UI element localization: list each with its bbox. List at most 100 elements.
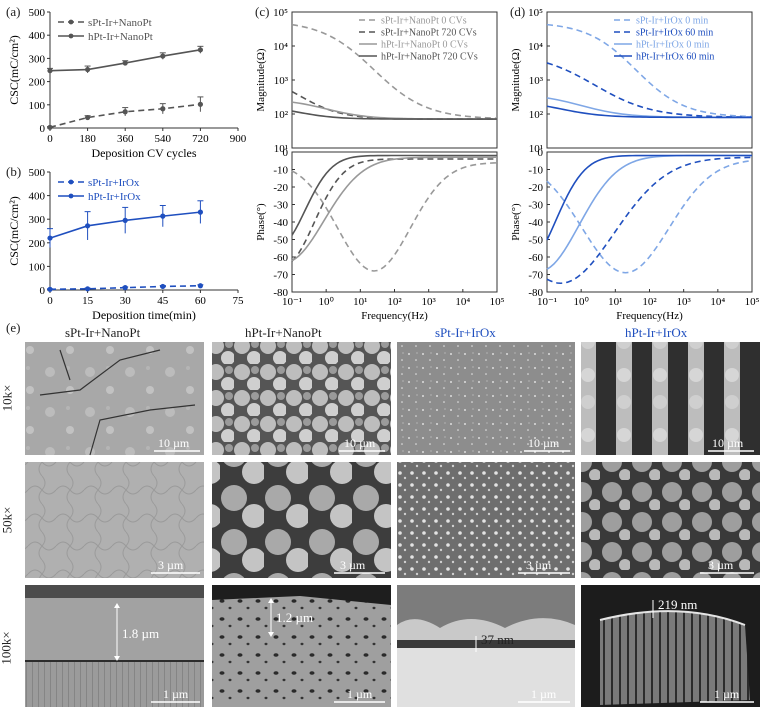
y-tick-label: 300 xyxy=(29,53,46,65)
x-tick-label: 10⁴ xyxy=(455,296,470,308)
legend-label: hPt-Ir+NanoPt 0 CVs xyxy=(381,40,468,51)
y-tick-label: -50 xyxy=(528,235,543,247)
y-tick-label: 10⁴ xyxy=(528,41,543,53)
sem-r1c2 xyxy=(212,342,391,455)
data-point xyxy=(85,114,91,121)
scale-bar-label: 3 µm xyxy=(708,558,734,572)
scale-bar-label: 3 µm xyxy=(526,558,552,572)
panel-label-c: (c) xyxy=(255,4,270,19)
legend-label: sPt-Ir+IrOx 60 min xyxy=(636,28,713,39)
phase-line xyxy=(546,154,753,270)
x-tick-label: 10³ xyxy=(677,296,692,308)
y-axis-label: Magnitude(Ω) xyxy=(255,48,267,111)
y-tick-label: -70 xyxy=(528,270,543,282)
legend-marker xyxy=(68,179,74,185)
legend-label: hPt-Ir+NanoPt xyxy=(88,31,153,43)
series-line xyxy=(49,103,201,129)
y-axis-label: Phase(°) xyxy=(255,203,267,241)
y-tick-label: 10⁵ xyxy=(273,7,288,19)
data-point xyxy=(122,109,128,115)
legend-marker xyxy=(68,193,74,199)
data-point xyxy=(47,68,53,74)
chart-b: 0 15 30 45 60 75 0 100 200 300 400 500 Deposition ti… xyxy=(7,167,244,322)
x-tick-label: 10¹ xyxy=(353,296,367,308)
scale-bar-label: 10 µm xyxy=(344,436,376,450)
x-tick-label: 10⁰ xyxy=(318,296,334,308)
x-tick-label: 720 xyxy=(192,133,209,145)
column-header: hPt-Ir+NanoPt xyxy=(245,325,322,340)
x-axis-label: Deposition time(min) xyxy=(92,308,196,322)
data-point xyxy=(197,209,203,215)
legend-marker xyxy=(68,19,74,25)
y-tick-label: 0 xyxy=(40,285,46,297)
scale-bars xyxy=(151,450,754,703)
x-tick-label: 10⁻¹ xyxy=(282,296,302,308)
sem-r2c4 xyxy=(581,462,760,578)
y-tick-label: 200 xyxy=(29,238,46,250)
y-tick-label: -30 xyxy=(273,200,288,212)
x-tick-label: 10¹ xyxy=(608,296,622,308)
data-point xyxy=(85,286,91,292)
sem-r2c2 xyxy=(212,462,391,578)
chart-d: 10⁻¹ 10⁰ 10¹ 10² 10³ 10⁴ 10⁵ 10¹ 10² 10³ 10⁴ 10⁵ 0 -1… xyxy=(510,7,760,322)
y-tick-label: 400 xyxy=(29,191,46,203)
y-tick-label: 10¹ xyxy=(529,143,543,155)
scale-bar-label: 10 µm xyxy=(528,436,560,450)
phase-line xyxy=(546,159,753,274)
x-tick-label: 10⁵ xyxy=(745,296,760,308)
x-tick-label: 45 xyxy=(157,295,169,307)
data-point xyxy=(197,101,203,107)
legend-label: hPt-Ir+IrOx 0 min xyxy=(636,40,709,51)
phase-line xyxy=(291,158,497,262)
row-label: 10k× xyxy=(0,384,15,412)
data-point xyxy=(47,124,53,130)
y-tick-label: 100 xyxy=(29,261,46,273)
phase-line xyxy=(291,162,498,272)
y-tick-label: 0 xyxy=(283,147,289,159)
row-label: 100k× xyxy=(0,631,14,665)
y-axis-label: Magnitude(Ω) xyxy=(510,48,522,111)
x-tick-label: 0 xyxy=(47,295,53,307)
y-tick-label: -20 xyxy=(273,182,288,194)
magnitude-line xyxy=(291,23,498,119)
legend-label: hPt-Ir+IrOx xyxy=(88,191,141,203)
legend-label: hPt-Ir+NanoPt 720 CVs xyxy=(381,52,478,63)
y-tick-label: -40 xyxy=(528,217,543,229)
x-tick-label: 10⁰ xyxy=(573,296,589,308)
y-tick-label: 10⁵ xyxy=(528,7,543,19)
chart-a: 0 180 360 540 720 900 0 100 200 300 400 500 Depositi… xyxy=(7,7,247,160)
data-point xyxy=(160,213,166,219)
y-tick-label: -70 xyxy=(273,270,288,282)
column-header: hPt-Ir+IrOx xyxy=(625,325,688,340)
y-tick-label: -10 xyxy=(528,165,543,177)
scale-bar-label: 1 µm xyxy=(347,687,373,701)
y-axis-label: Phase(°) xyxy=(510,203,522,241)
y-tick-label: 10⁴ xyxy=(273,41,288,53)
y-tick-label: 10² xyxy=(529,109,544,121)
y-tick-label: -60 xyxy=(273,252,288,264)
column-header: sPt-Ir+IrOx xyxy=(435,325,496,340)
thickness-label: 1.2 µm xyxy=(276,610,314,625)
y-tick-label: 10³ xyxy=(274,75,289,87)
magnitude-line xyxy=(546,62,753,118)
legend-label: sPt-Ir+NanoPt xyxy=(88,17,152,29)
sem-grid xyxy=(25,342,760,707)
x-tick-label: 10³ xyxy=(422,296,437,308)
sem-r2c3 xyxy=(397,462,575,578)
y-tick-label: 10³ xyxy=(529,75,544,87)
y-tick-label: 0 xyxy=(538,147,544,159)
x-axis-label: Deposition CV cycles xyxy=(91,146,196,160)
y-tick-label: 0 xyxy=(40,123,46,135)
data-point xyxy=(122,285,128,291)
x-tick-label: 10⁻¹ xyxy=(537,296,557,308)
y-axis-label: CSC(mC/cm²) xyxy=(7,196,21,266)
panel-label-a: (a) xyxy=(6,4,21,19)
y-tick-label: -40 xyxy=(273,217,288,229)
data-point xyxy=(85,66,91,73)
x-axis-label: Frequency(Hz) xyxy=(616,310,683,322)
scale-bar-label: 3 µm xyxy=(340,558,366,572)
scale-bar-label: 10 µm xyxy=(158,436,190,450)
x-tick-label: 10² xyxy=(387,296,402,308)
y-tick-label: 10¹ xyxy=(274,143,288,155)
